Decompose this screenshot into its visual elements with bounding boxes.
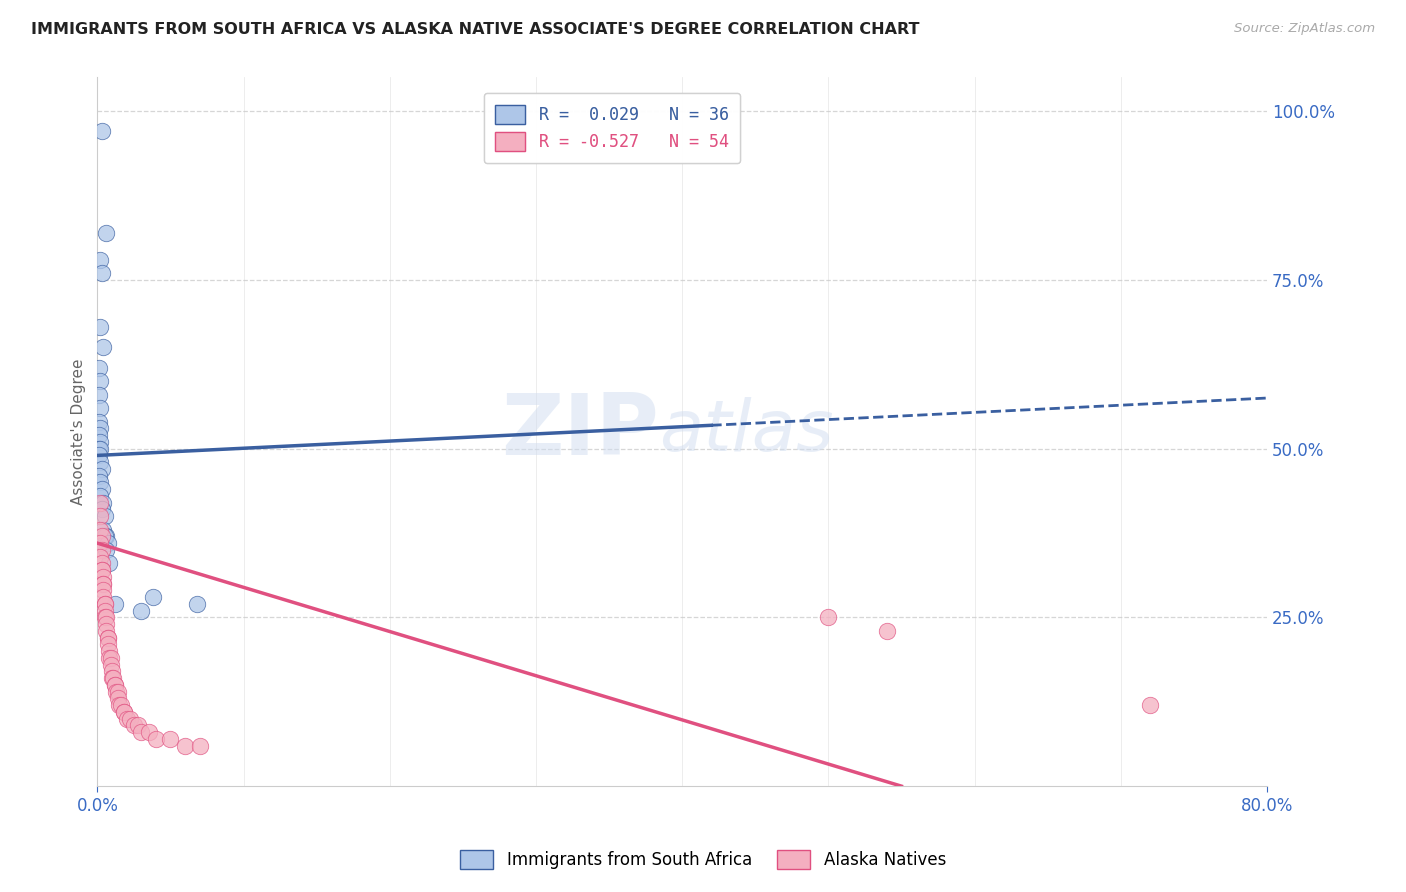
Point xyxy=(93,509,115,524)
Point xyxy=(138,725,160,739)
Point xyxy=(101,671,124,685)
Point xyxy=(876,624,898,638)
Point xyxy=(107,691,129,706)
Point xyxy=(127,718,149,732)
Point xyxy=(89,434,111,449)
Point xyxy=(98,651,121,665)
Point xyxy=(87,468,110,483)
Point xyxy=(90,124,112,138)
Point xyxy=(122,718,145,732)
Point xyxy=(91,340,114,354)
Point xyxy=(93,529,115,543)
Point xyxy=(98,644,121,658)
Point xyxy=(1139,698,1161,713)
Point xyxy=(94,542,117,557)
Point xyxy=(93,610,115,624)
Point xyxy=(87,449,110,463)
Text: IMMIGRANTS FROM SOUTH AFRICA VS ALASKA NATIVE ASSOCIATE'S DEGREE CORRELATION CHA: IMMIGRANTS FROM SOUTH AFRICA VS ALASKA N… xyxy=(31,22,920,37)
Point xyxy=(87,415,110,429)
Point xyxy=(89,374,111,388)
Point xyxy=(97,637,120,651)
Point xyxy=(118,712,141,726)
Point xyxy=(129,725,152,739)
Point xyxy=(104,597,127,611)
Point xyxy=(91,523,114,537)
Point xyxy=(91,576,114,591)
Legend: R =  0.029   N = 36, R = -0.527   N = 54: R = 0.029 N = 36, R = -0.527 N = 54 xyxy=(484,93,741,163)
Point xyxy=(90,542,112,557)
Point xyxy=(101,665,124,679)
Point xyxy=(89,252,111,267)
Point xyxy=(87,387,110,401)
Point xyxy=(89,489,111,503)
Point xyxy=(87,442,110,456)
Point xyxy=(97,536,120,550)
Point xyxy=(108,698,131,713)
Point xyxy=(89,475,111,490)
Point xyxy=(89,509,111,524)
Point xyxy=(186,597,208,611)
Point xyxy=(817,610,839,624)
Point xyxy=(100,651,122,665)
Point xyxy=(90,563,112,577)
Point xyxy=(104,678,127,692)
Point xyxy=(115,712,138,726)
Point xyxy=(89,421,111,435)
Point xyxy=(89,455,111,469)
Point xyxy=(90,557,112,571)
Point xyxy=(129,604,152,618)
Point xyxy=(89,496,111,510)
Y-axis label: Associate's Degree: Associate's Degree xyxy=(72,359,86,505)
Point xyxy=(89,442,111,456)
Point xyxy=(145,731,167,746)
Point xyxy=(91,496,114,510)
Point xyxy=(89,536,111,550)
Point xyxy=(97,631,120,645)
Point xyxy=(105,684,128,698)
Point xyxy=(89,320,111,334)
Point xyxy=(159,731,181,746)
Point xyxy=(93,604,115,618)
Point xyxy=(87,360,110,375)
Point xyxy=(107,684,129,698)
Point xyxy=(112,705,135,719)
Point xyxy=(90,266,112,280)
Point xyxy=(93,597,115,611)
Point xyxy=(89,401,111,416)
Point xyxy=(142,590,165,604)
Point xyxy=(110,698,132,713)
Point xyxy=(90,529,112,543)
Point xyxy=(90,462,112,476)
Point xyxy=(90,563,112,577)
Point xyxy=(112,705,135,719)
Point xyxy=(94,610,117,624)
Point xyxy=(94,529,117,543)
Point xyxy=(90,502,112,516)
Point xyxy=(94,624,117,638)
Text: Source: ZipAtlas.com: Source: ZipAtlas.com xyxy=(1234,22,1375,36)
Point xyxy=(89,523,111,537)
Point xyxy=(174,739,197,753)
Point xyxy=(94,226,117,240)
Point xyxy=(100,657,122,672)
Point xyxy=(103,671,125,685)
Text: atlas: atlas xyxy=(659,397,834,467)
Point xyxy=(98,557,121,571)
Point xyxy=(91,583,114,598)
Point xyxy=(89,549,111,564)
Point xyxy=(90,482,112,496)
Point xyxy=(104,678,127,692)
Point xyxy=(91,570,114,584)
Point xyxy=(93,597,115,611)
Legend: Immigrants from South Africa, Alaska Natives: Immigrants from South Africa, Alaska Nat… xyxy=(450,840,956,880)
Point xyxy=(188,739,211,753)
Point xyxy=(87,428,110,442)
Point xyxy=(97,631,120,645)
Point xyxy=(94,617,117,632)
Point xyxy=(91,590,114,604)
Point xyxy=(91,576,114,591)
Text: ZIP: ZIP xyxy=(501,391,659,474)
